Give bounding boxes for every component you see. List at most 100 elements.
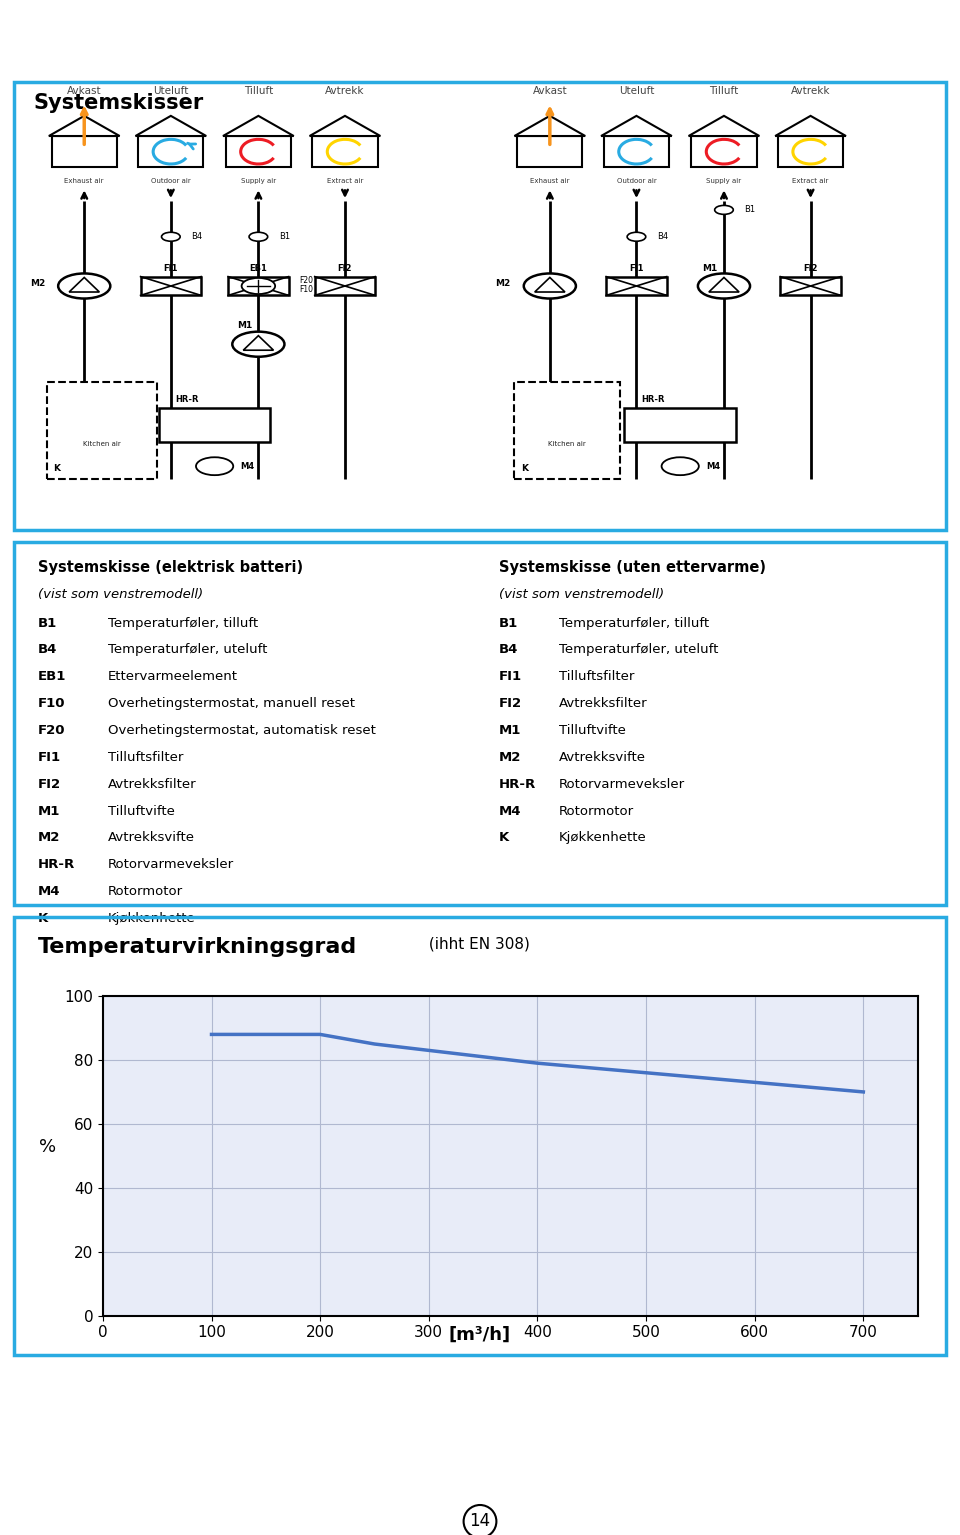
Text: Rotormotor: Rotormotor <box>108 886 182 898</box>
Text: [m³/h]: [m³/h] <box>449 1326 511 1345</box>
Text: Uteluft: Uteluft <box>154 86 188 97</box>
Polygon shape <box>601 115 672 137</box>
Bar <box>226 137 291 167</box>
Text: B4: B4 <box>191 232 203 241</box>
Text: B1: B1 <box>744 206 756 215</box>
Text: (vist som venstremodell): (vist som venstremodell) <box>37 588 203 600</box>
Text: Tilluftvifte: Tilluftvifte <box>108 804 175 818</box>
Text: Tilluftsfilter: Tilluftsfilter <box>559 671 635 683</box>
Text: M1: M1 <box>37 804 60 818</box>
Bar <box>52 137 117 167</box>
Circle shape <box>232 332 284 356</box>
Text: Avkast: Avkast <box>67 86 102 97</box>
Text: K: K <box>54 464 60 473</box>
Bar <box>517 137 583 167</box>
Circle shape <box>242 278 276 295</box>
Polygon shape <box>309 115 380 137</box>
Text: Uteluft: Uteluft <box>619 86 654 97</box>
Text: M2: M2 <box>37 832 60 844</box>
Text: B4: B4 <box>657 232 668 241</box>
Text: Temperaturføler, tilluft: Temperaturføler, tilluft <box>108 617 257 629</box>
Text: Avtrekksvifte: Avtrekksvifte <box>108 832 195 844</box>
Text: M2: M2 <box>498 751 521 764</box>
Bar <box>140 276 201 295</box>
Bar <box>691 137 756 167</box>
Text: 14: 14 <box>469 1512 491 1530</box>
Circle shape <box>196 457 233 476</box>
Text: F10: F10 <box>37 697 65 711</box>
Text: Ettervarmeelement: Ettervarmeelement <box>108 671 237 683</box>
Text: (ihht EN 308): (ihht EN 308) <box>424 936 530 952</box>
Bar <box>138 137 204 167</box>
Text: F20: F20 <box>300 276 313 284</box>
Bar <box>606 276 666 295</box>
Text: Temperaturføler, tilluft: Temperaturføler, tilluft <box>559 617 709 629</box>
Text: Tilluftvifte: Tilluftvifte <box>559 725 626 737</box>
Circle shape <box>714 206 733 215</box>
Text: K: K <box>37 912 48 926</box>
Text: HR-R: HR-R <box>641 396 664 404</box>
Text: FI2: FI2 <box>37 778 60 791</box>
Text: FI2: FI2 <box>338 264 352 273</box>
Polygon shape <box>775 115 846 137</box>
Text: M4: M4 <box>241 462 254 471</box>
Circle shape <box>59 273 110 298</box>
Text: EB1: EB1 <box>250 264 267 273</box>
Text: FI1: FI1 <box>163 264 179 273</box>
Text: B1: B1 <box>37 617 57 629</box>
Text: Extract air: Extract air <box>326 178 363 184</box>
Text: Rotorvarmeveksler: Rotorvarmeveksler <box>559 778 685 791</box>
Circle shape <box>161 232 180 241</box>
Text: Temperaturføler, uteluft: Temperaturføler, uteluft <box>108 643 267 657</box>
Text: FI2: FI2 <box>804 264 818 273</box>
Text: Avtrekksvifte: Avtrekksvifte <box>559 751 646 764</box>
Text: B4: B4 <box>498 643 518 657</box>
Text: På www.flexit.no kan du laste ned FlexitCalculation. Dette er et beregningsprogr: På www.flexit.no kan du laste ned Flexit… <box>29 1388 718 1460</box>
Text: Temperaturføler, uteluft: Temperaturføler, uteluft <box>559 643 718 657</box>
Text: Kjøkkenhette: Kjøkkenhette <box>108 912 195 926</box>
Bar <box>778 137 843 167</box>
Text: M1: M1 <box>237 321 252 330</box>
Circle shape <box>524 273 576 298</box>
Polygon shape <box>688 115 759 137</box>
Text: Tilluft: Tilluft <box>709 86 738 97</box>
Text: Avkast: Avkast <box>533 86 567 97</box>
Text: Exhaust air: Exhaust air <box>64 178 104 184</box>
Circle shape <box>249 232 268 241</box>
Text: FI1: FI1 <box>629 264 644 273</box>
Text: M4: M4 <box>37 886 60 898</box>
Text: Extract air: Extract air <box>792 178 828 184</box>
Text: K: K <box>521 464 528 473</box>
Text: Systemskisser: Systemskisser <box>33 94 204 114</box>
Text: Avtrekk: Avtrekk <box>791 86 830 97</box>
Text: F20: F20 <box>37 725 65 737</box>
Text: M4: M4 <box>707 462 720 471</box>
FancyBboxPatch shape <box>515 382 620 479</box>
Text: M1: M1 <box>703 264 718 273</box>
Text: K: K <box>498 832 509 844</box>
Text: Rotormotor: Rotormotor <box>559 804 635 818</box>
Text: Avtrekksfilter: Avtrekksfilter <box>559 697 648 711</box>
Text: Avtrekk: Avtrekk <box>325 86 365 97</box>
Circle shape <box>627 232 646 241</box>
Text: HR-R: HR-R <box>37 858 75 872</box>
Text: Exhaust air: Exhaust air <box>530 178 569 184</box>
Text: M2: M2 <box>30 279 45 289</box>
Text: Kjøkkenhette: Kjøkkenhette <box>559 832 647 844</box>
Text: Systemskisse (elektrisk batteri): Systemskisse (elektrisk batteri) <box>37 560 302 576</box>
Text: Temperaturvirkningsgrad: Temperaturvirkningsgrad <box>37 936 357 956</box>
Bar <box>315 276 375 295</box>
Text: M4: M4 <box>498 804 521 818</box>
Bar <box>624 408 736 442</box>
Text: FI1: FI1 <box>498 671 521 683</box>
Text: Kitchen air: Kitchen air <box>548 441 586 447</box>
Text: B1: B1 <box>498 617 517 629</box>
Bar <box>228 276 289 295</box>
Text: FI1: FI1 <box>37 751 60 764</box>
Bar <box>780 276 841 295</box>
Circle shape <box>698 273 750 298</box>
Text: F10: F10 <box>300 286 313 295</box>
Polygon shape <box>135 115 206 137</box>
Circle shape <box>661 457 699 476</box>
Text: M1: M1 <box>498 725 521 737</box>
